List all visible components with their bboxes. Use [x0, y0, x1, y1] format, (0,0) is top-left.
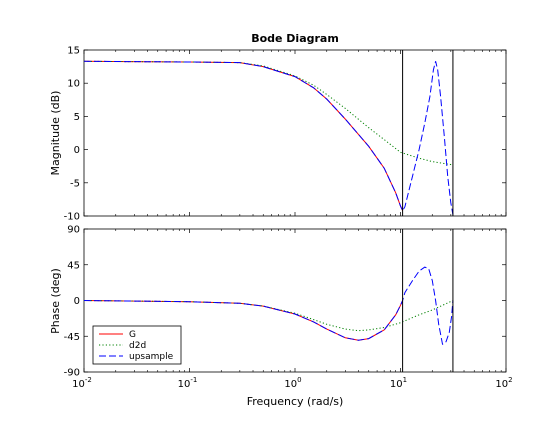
chart-title: Bode Diagram — [251, 32, 339, 45]
magnitude-series-upsample — [83, 60, 454, 215]
frequency-xlabel: Frequency (rad/s) — [247, 395, 344, 408]
xtick-label-exponent: 1 — [403, 376, 407, 384]
xtick-label-base: 10 — [495, 379, 508, 390]
xtick-label-exponent: -1 — [190, 376, 197, 384]
phase-ytick-label: -45 — [64, 332, 80, 343]
xtick-label-base: 10 — [284, 379, 297, 390]
phase-ytick-label: 0 — [74, 296, 80, 307]
xtick-label: 101 — [390, 376, 407, 390]
magnitude-ytick-label: -5 — [70, 178, 80, 189]
legend-box — [92, 325, 182, 365]
phase-ytick-label: 90 — [67, 225, 80, 236]
legend-label-upsample: upsample — [129, 352, 174, 362]
xtick-label-base: 10 — [178, 379, 191, 390]
xtick-label-exponent: -2 — [85, 376, 92, 384]
magnitude-ytick-label: 5 — [74, 112, 80, 123]
phase-ytick-label: 45 — [67, 260, 80, 271]
xtick-label-exponent: 0 — [297, 376, 301, 384]
magnitude-ytick-label: 0 — [74, 145, 80, 156]
xtick-label: 10-2 — [72, 376, 92, 390]
xtick-label-base: 10 — [390, 379, 403, 390]
legend-label-G: G — [129, 330, 136, 340]
xtick-label-exponent: 2 — [508, 376, 512, 384]
magnitude-ytick-label: 15 — [67, 46, 80, 57]
phase-ytick-label: -90 — [64, 368, 80, 379]
magnitude-ytick-label: 10 — [67, 79, 80, 90]
magnitude-plot-box — [83, 49, 507, 217]
magnitude-ytick-label: -10 — [64, 212, 80, 223]
magnitude-ylabel: Magnitude (dB) — [49, 91, 62, 176]
magnitude-axes: -10 -5 0 5 10 15 — [64, 46, 507, 223]
xtick-label: 100 — [284, 376, 301, 390]
phase-ylabel: Phase (deg) — [49, 268, 62, 334]
xtick-label: 102 — [495, 376, 512, 390]
xtick-label-base: 10 — [72, 379, 85, 390]
xtick-label: 10-1 — [178, 376, 198, 390]
legend-label-d2d: d2d — [129, 341, 146, 351]
